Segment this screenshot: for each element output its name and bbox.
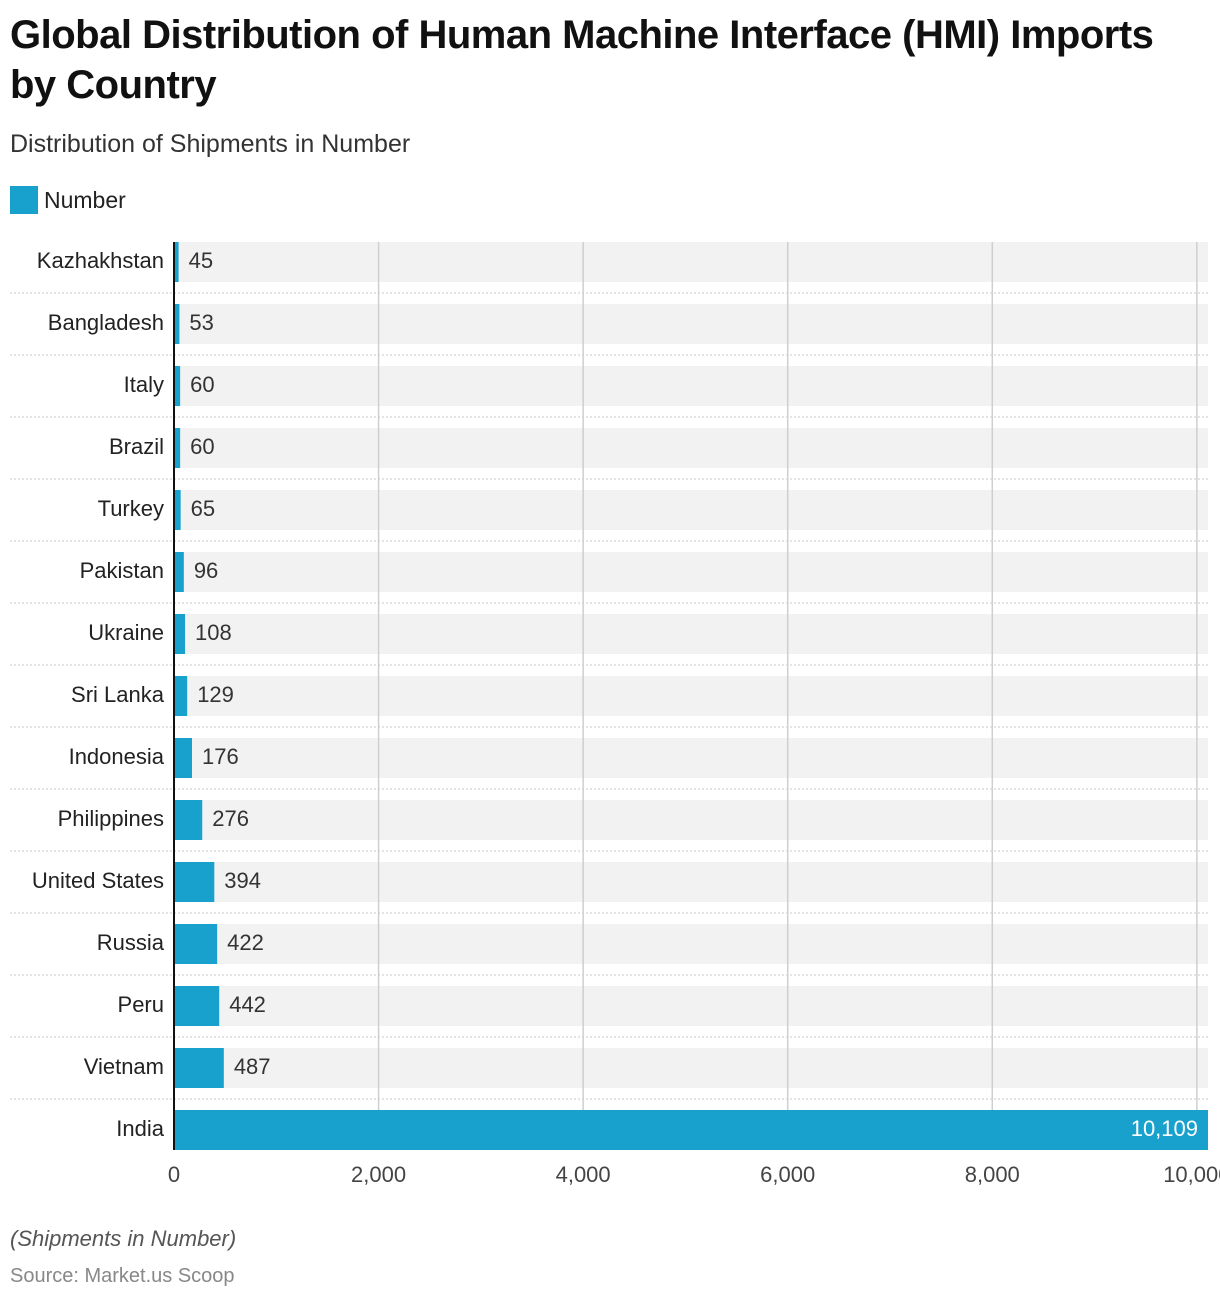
- row-background: [174, 366, 1208, 406]
- row-background: [174, 1048, 1208, 1088]
- y-tick-label: Sri Lanka: [71, 682, 165, 707]
- y-tick-label: Vietnam: [84, 1054, 164, 1079]
- bar: [174, 676, 188, 716]
- value-label: 176: [202, 744, 239, 769]
- x-tick-label: 0: [168, 1162, 180, 1187]
- value-label: 60: [190, 372, 214, 397]
- x-tick-label: 6,000: [760, 1162, 815, 1187]
- y-tick-label: Kazhakhstan: [37, 248, 164, 273]
- y-tick-label: Pakistan: [80, 558, 164, 583]
- bar: [174, 552, 184, 592]
- row-background: [174, 862, 1208, 902]
- value-label: 394: [224, 868, 261, 893]
- y-tick-label: Philippines: [58, 806, 164, 831]
- row-background: [174, 490, 1208, 530]
- bar: [174, 738, 193, 778]
- value-label: 60: [190, 434, 214, 459]
- bar: [174, 800, 203, 840]
- chart-title: Global Distribution of Human Machine Int…: [10, 13, 1154, 107]
- y-tick-label: India: [116, 1116, 164, 1141]
- x-tick-label: 2,000: [351, 1162, 406, 1187]
- y-tick-label: Italy: [124, 372, 164, 397]
- y-tick-label: United States: [32, 868, 164, 893]
- y-tick-label: Turkey: [98, 496, 164, 521]
- bar: [174, 924, 218, 964]
- row-background: [174, 924, 1208, 964]
- bar: [174, 862, 215, 902]
- value-label: 442: [229, 992, 266, 1017]
- x-tick-label: 10,000: [1163, 1162, 1220, 1187]
- value-label: 108: [195, 620, 232, 645]
- value-label: 96: [194, 558, 218, 583]
- value-label: 487: [234, 1054, 271, 1079]
- legend-label: Number: [44, 186, 126, 213]
- row-background: [174, 552, 1208, 592]
- bar: [174, 1110, 1208, 1150]
- bar: [174, 304, 180, 344]
- row-background: [174, 428, 1208, 468]
- y-tick-label: Indonesia: [69, 744, 165, 769]
- y-tick-label: Brazil: [109, 434, 164, 459]
- bar: [174, 366, 181, 406]
- x-tick-label: 4,000: [556, 1162, 611, 1187]
- x-tick-label: 8,000: [965, 1162, 1020, 1187]
- value-label: 65: [191, 496, 215, 521]
- row-background: [174, 304, 1208, 344]
- chart-note: (Shipments in Number): [10, 1226, 237, 1251]
- bar: [174, 428, 181, 468]
- y-tick-label: Peru: [118, 992, 164, 1017]
- bar: [174, 1048, 224, 1088]
- y-tick-label: Bangladesh: [48, 310, 164, 335]
- row-background: [174, 738, 1208, 778]
- chart-source: Source: Market.us Scoop: [10, 1265, 235, 1287]
- value-label: 10,109: [1131, 1116, 1198, 1141]
- value-label: 53: [189, 310, 213, 335]
- bar: [174, 242, 179, 282]
- row-background: [174, 242, 1208, 282]
- value-label: 422: [227, 930, 264, 955]
- y-tick-label: Ukraine: [88, 620, 164, 645]
- row-background: [174, 986, 1208, 1026]
- bar: [174, 490, 181, 530]
- value-label: 129: [197, 682, 234, 707]
- chart: 0 2,000 4,000 6,000 8,000 10,000 Kazhakhstan 45…: [10, 242, 1220, 1187]
- legend: Number: [10, 186, 126, 214]
- value-label: 45: [189, 248, 213, 273]
- bar: [174, 986, 220, 1026]
- row-background: [174, 676, 1208, 716]
- chart-subtitle: Distribution of Shipments in Number: [10, 130, 411, 158]
- y-tick-label: Russia: [97, 930, 165, 955]
- value-label: 276: [212, 806, 249, 831]
- bar: [174, 614, 186, 654]
- row-background: [174, 800, 1208, 840]
- legend-swatch: [10, 186, 38, 214]
- row-background: [174, 614, 1208, 654]
